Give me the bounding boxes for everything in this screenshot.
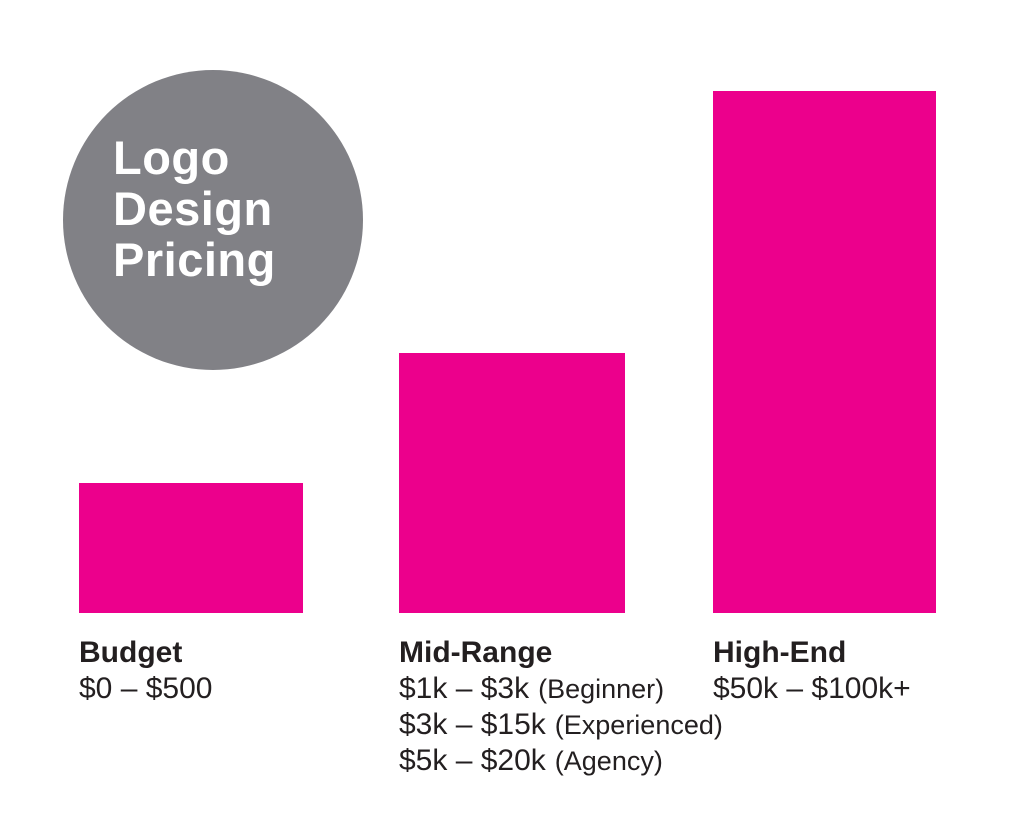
bar-high-end [713,91,936,613]
bar-budget [79,483,303,613]
price-qualifier: (Experienced) [554,710,723,740]
category-title-high-end: High-End [713,636,847,669]
price-line: $50k – $100k+ [713,671,911,707]
price-range: $5k – $20k [399,744,546,777]
price-qualifier: (Agency) [554,746,663,776]
badge-title-line-1: Logo [113,131,230,184]
badge-title-line-3: Pricing [113,233,276,286]
price-range: $0 – $500 [79,672,213,705]
price-line: $0 – $500 [79,671,212,707]
category-title-mid-range: Mid-Range [399,636,553,669]
badge-title-line-2: Design [113,182,273,235]
category-title-budget: Budget [79,636,183,669]
price-line: $3k – $15k (Experienced) [399,707,723,743]
bar-chart-area [79,91,936,613]
price-qualifier: (Beginner) [538,674,665,704]
price-line: $5k – $20k (Agency) [399,743,723,779]
bar-mid-range [399,353,625,613]
title-badge-circle: Logo Design Pricing [63,70,363,370]
price-range: $3k – $15k [399,708,546,741]
price-range: $1k – $3k [399,672,530,705]
label-budget: Budget $0 – $500 [79,635,212,707]
price-line: $1k – $3k (Beginner) [399,671,723,707]
label-high-end: High-End $50k – $100k+ [713,635,911,707]
label-mid-range: Mid-Range $1k – $3k (Beginner) $3k – $15k… [399,635,723,779]
price-range: $50k – $100k+ [713,672,911,705]
page-title: Logo Design Pricing [113,132,276,285]
